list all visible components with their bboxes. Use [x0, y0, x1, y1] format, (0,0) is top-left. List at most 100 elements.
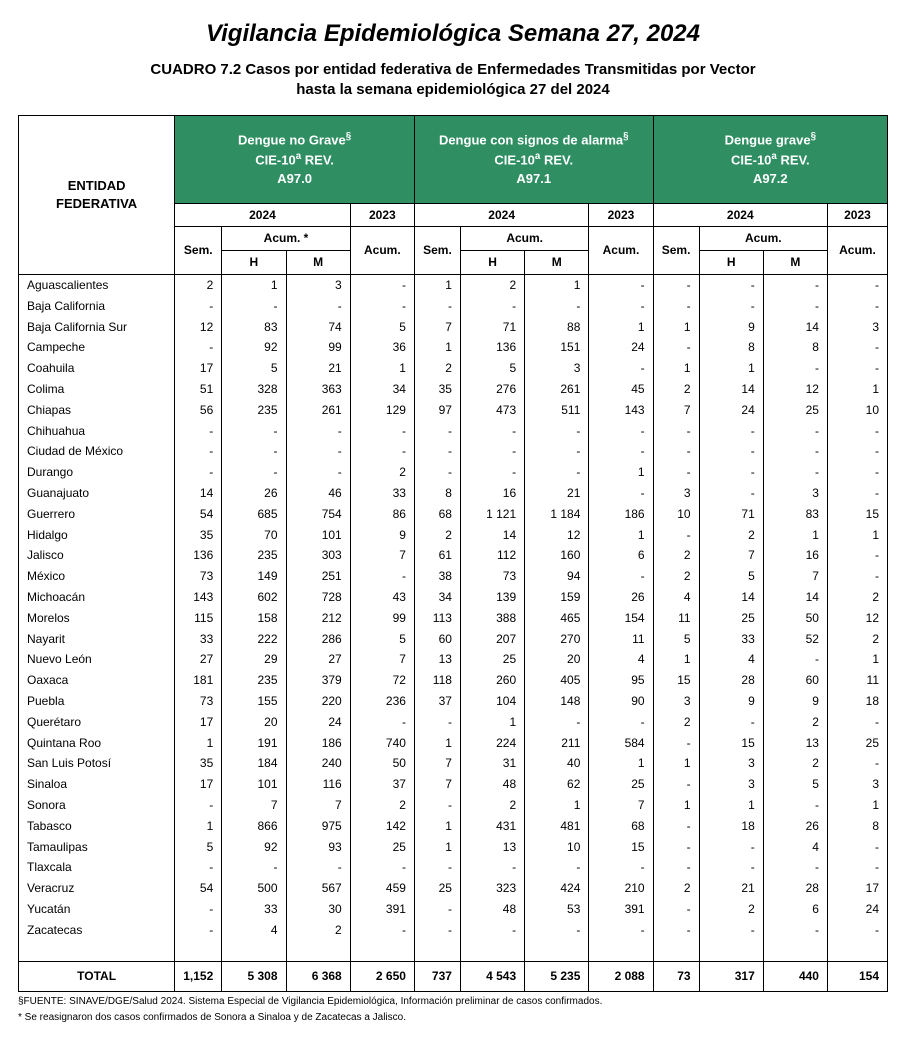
- value-cell: 25: [350, 837, 414, 858]
- spacer: [589, 941, 653, 962]
- value-cell: 73: [175, 566, 222, 587]
- footnote-source: §FUENTE: SINAVE/DGE/Salud 2024. Sistema …: [18, 995, 888, 1008]
- value-cell: 424: [525, 878, 589, 899]
- value-cell: 754: [286, 504, 350, 525]
- value-cell: -: [589, 483, 653, 504]
- value-cell: 92: [222, 837, 286, 858]
- value-cell: 473: [460, 400, 524, 421]
- table-row: Sinaloa17101116377486225-353: [19, 774, 888, 795]
- spacer: [460, 941, 524, 962]
- value-cell: -: [460, 462, 524, 483]
- value-cell: 21: [525, 483, 589, 504]
- total-value: 6 368: [286, 962, 350, 992]
- value-cell: 224: [460, 733, 524, 754]
- value-cell: 142: [350, 816, 414, 837]
- total-value: 1,152: [175, 962, 222, 992]
- value-cell: 222: [222, 629, 286, 650]
- value-cell: 54: [175, 504, 222, 525]
- entity-name: Veracruz: [19, 878, 175, 899]
- h-header-0: H: [222, 251, 286, 275]
- value-cell: -: [827, 753, 887, 774]
- value-cell: 53: [525, 899, 589, 920]
- acum-header-0: Acum. *: [222, 227, 350, 251]
- value-cell: 1: [653, 358, 699, 379]
- value-cell: 235: [222, 670, 286, 691]
- value-cell: 1: [350, 358, 414, 379]
- value-cell: -: [653, 899, 699, 920]
- value-cell: 379: [286, 670, 350, 691]
- table-row: Sonora-772-21711-1: [19, 795, 888, 816]
- value-cell: 5: [350, 629, 414, 650]
- value-cell: 261: [525, 379, 589, 400]
- entity-name: Aguascalientes: [19, 275, 175, 296]
- value-cell: -: [653, 462, 699, 483]
- entity-name: México: [19, 566, 175, 587]
- value-cell: 1: [827, 379, 887, 400]
- value-cell: 10: [827, 400, 887, 421]
- value-cell: 24: [589, 337, 653, 358]
- value-cell: -: [525, 296, 589, 317]
- acum-header-1: Acum.: [460, 227, 588, 251]
- value-cell: 220: [286, 691, 350, 712]
- value-cell: 261: [286, 400, 350, 421]
- value-cell: 70: [222, 525, 286, 546]
- value-cell: 25: [763, 400, 827, 421]
- value-cell: -: [589, 296, 653, 317]
- value-cell: 7: [653, 400, 699, 421]
- value-cell: 34: [350, 379, 414, 400]
- entity-name: Querétaro: [19, 712, 175, 733]
- table-row: Michoacán143602728433413915926414142: [19, 587, 888, 608]
- value-cell: 149: [222, 566, 286, 587]
- value-cell: 685: [222, 504, 286, 525]
- group-header-2: Dengue grave§CIE-10a REV.A97.2: [653, 115, 887, 203]
- total-value: 440: [763, 962, 827, 992]
- value-cell: -: [653, 525, 699, 546]
- value-cell: -: [699, 920, 763, 941]
- value-cell: 1: [827, 525, 887, 546]
- value-cell: 136: [460, 337, 524, 358]
- value-cell: 15: [653, 670, 699, 691]
- value-cell: 155: [222, 691, 286, 712]
- m-header-2: M: [763, 251, 827, 275]
- value-cell: 86: [350, 504, 414, 525]
- value-cell: 38: [414, 566, 460, 587]
- value-cell: -: [589, 441, 653, 462]
- table-row: Oaxaca181235379721182604059515286011: [19, 670, 888, 691]
- value-cell: -: [827, 712, 887, 733]
- value-cell: 35: [175, 525, 222, 546]
- value-cell: 2: [699, 525, 763, 546]
- group-header-0: Dengue no Grave§CIE-10a REV.A97.0: [175, 115, 415, 203]
- spacer: [763, 941, 827, 962]
- value-cell: 1: [827, 795, 887, 816]
- value-cell: -: [699, 296, 763, 317]
- value-cell: 236: [350, 691, 414, 712]
- spacer: [286, 941, 350, 962]
- table-row: Guanajuato1426463381621-3-3-: [19, 483, 888, 504]
- table-row: Baja California------------: [19, 296, 888, 317]
- value-cell: 37: [350, 774, 414, 795]
- value-cell: 31: [460, 753, 524, 774]
- value-cell: 191: [222, 733, 286, 754]
- value-cell: -: [763, 795, 827, 816]
- value-cell: 12: [175, 317, 222, 338]
- value-cell: 16: [763, 545, 827, 566]
- table-row: Tamaulipas59293251131015--4-: [19, 837, 888, 858]
- value-cell: 68: [414, 504, 460, 525]
- value-cell: 2: [460, 795, 524, 816]
- value-cell: 24: [286, 712, 350, 733]
- value-cell: 7: [414, 774, 460, 795]
- value-cell: 10: [653, 504, 699, 525]
- spacer: [175, 941, 222, 962]
- data-table: ENTIDADFEDERATIVADengue no Grave§CIE-10a…: [18, 115, 888, 993]
- value-cell: 71: [699, 504, 763, 525]
- value-cell: 728: [286, 587, 350, 608]
- sem-header-0: Sem.: [175, 227, 222, 275]
- value-cell: -: [350, 857, 414, 878]
- h-header-1: H: [460, 251, 524, 275]
- value-cell: 115: [175, 608, 222, 629]
- entity-name: Colima: [19, 379, 175, 400]
- value-cell: 5: [175, 837, 222, 858]
- value-cell: 328: [222, 379, 286, 400]
- value-cell: -: [653, 857, 699, 878]
- value-cell: -: [286, 462, 350, 483]
